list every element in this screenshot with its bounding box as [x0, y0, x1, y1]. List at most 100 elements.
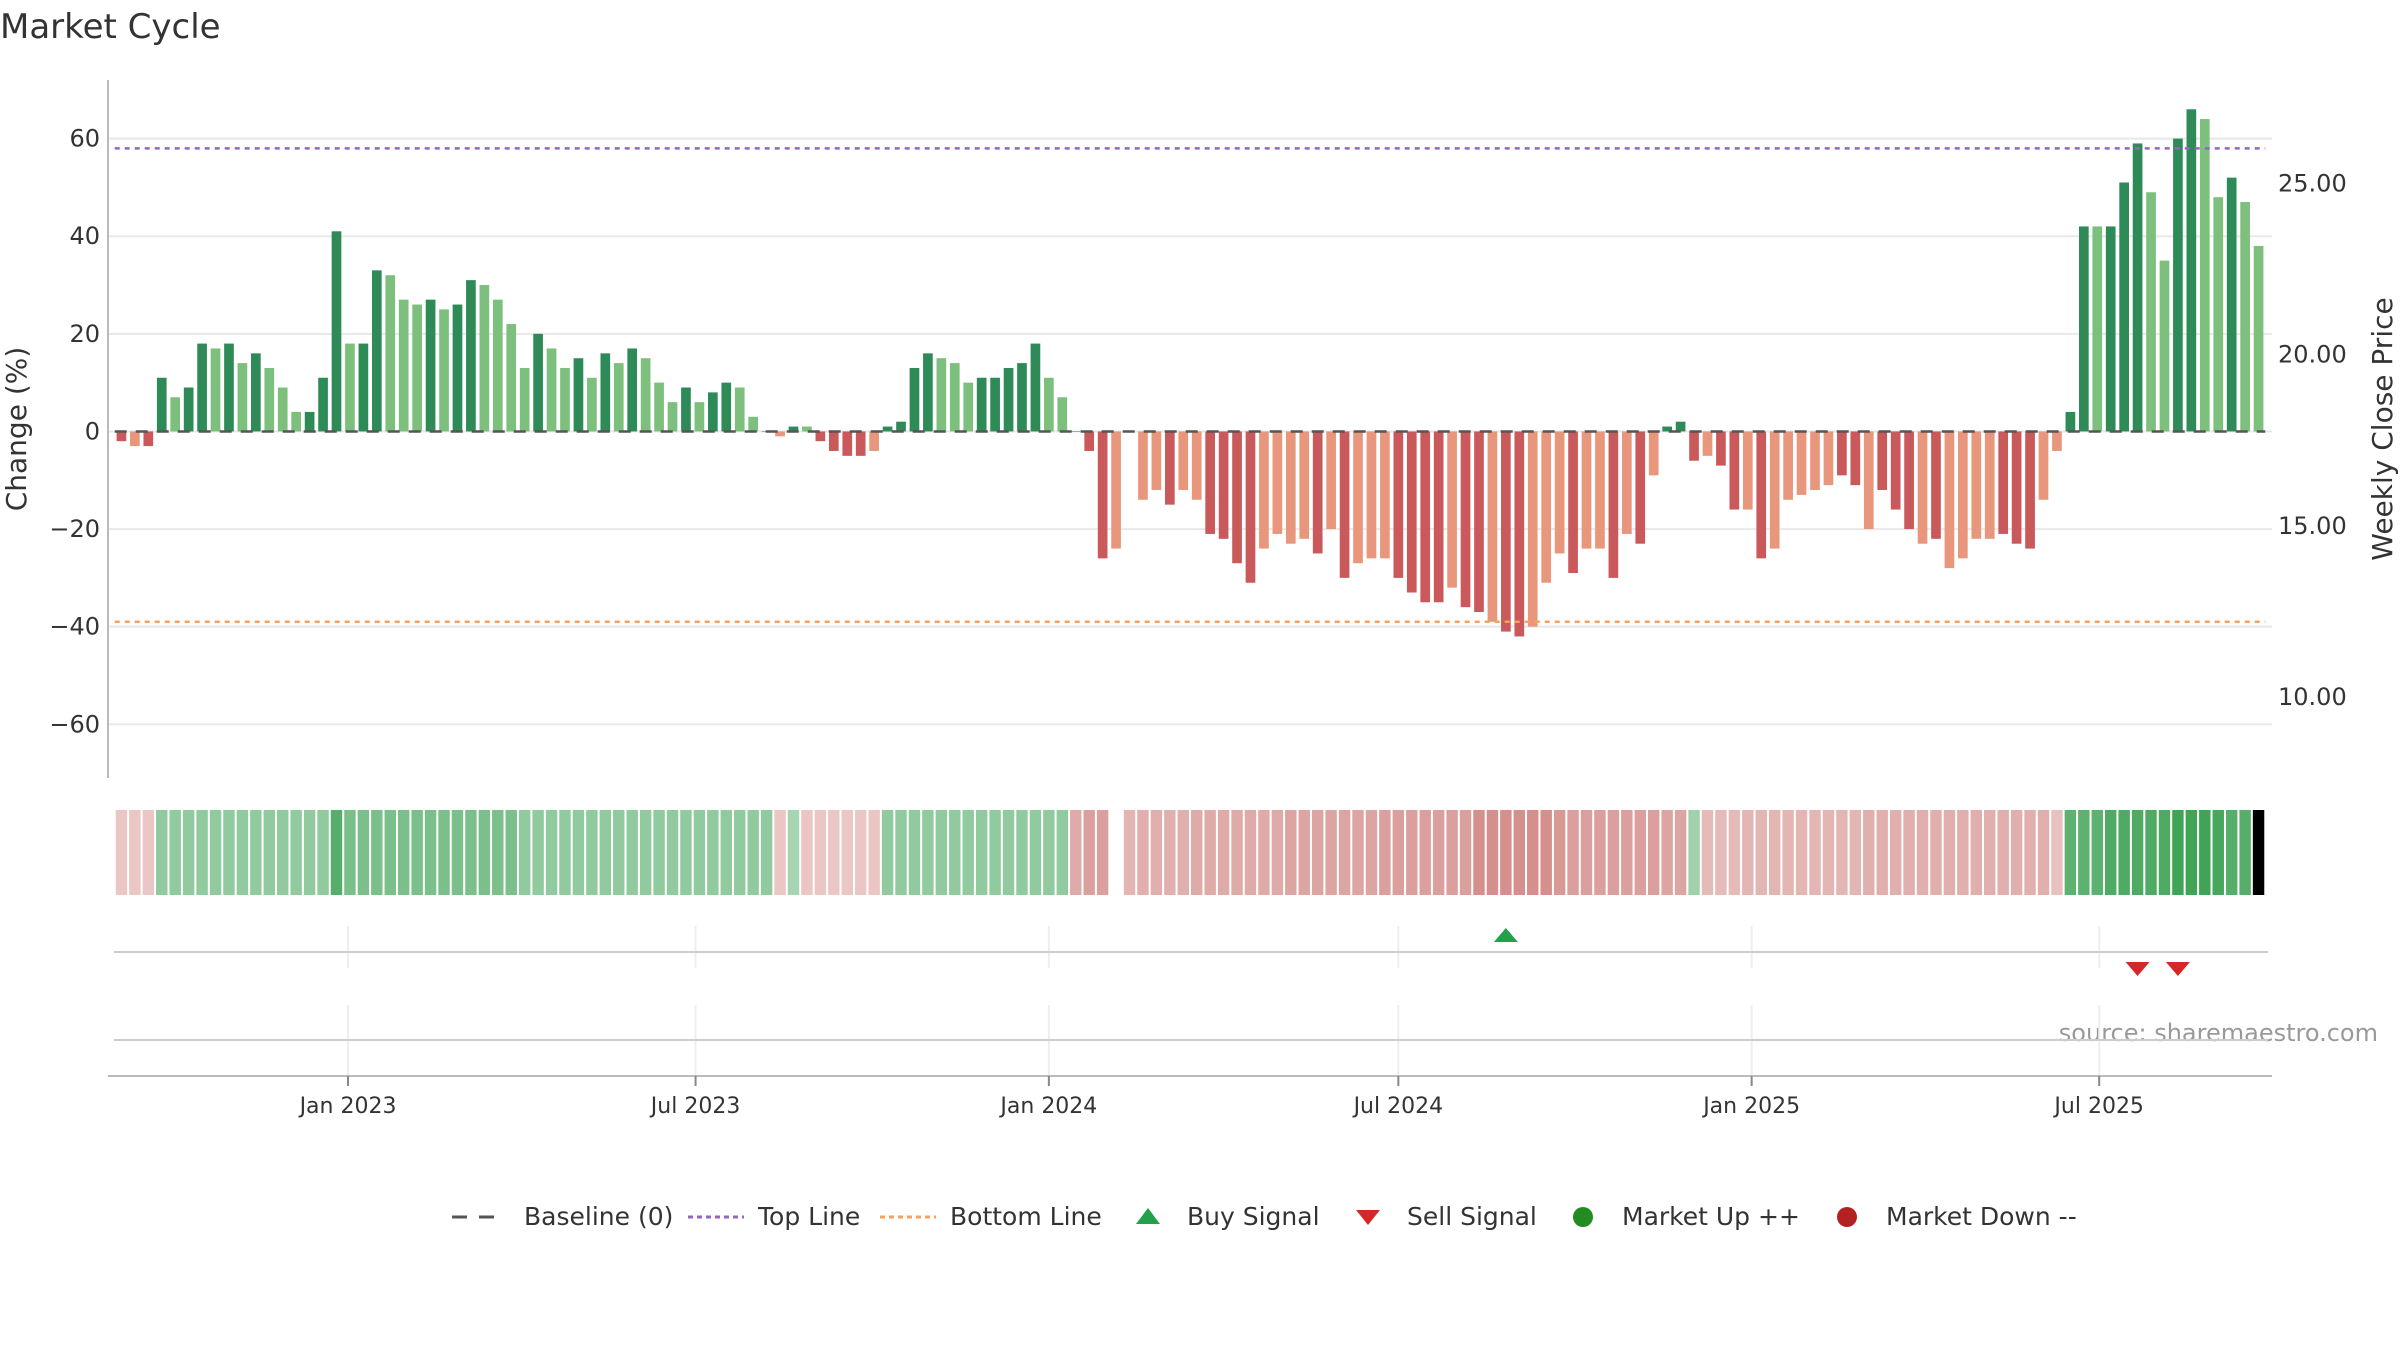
triangle-up-icon [1136, 1208, 1160, 1224]
heat-cell [1594, 810, 1606, 895]
bar [1810, 431, 1820, 491]
heat-cell [1244, 810, 1257, 895]
bar [573, 358, 584, 432]
heat-cell [1352, 810, 1364, 895]
heat-cell [734, 810, 746, 895]
bar [1823, 431, 1834, 486]
heat-cell [1285, 810, 1297, 895]
heat-cell [1674, 810, 1687, 895]
heat-cell [1325, 810, 1337, 895]
heat-cell [290, 810, 302, 895]
bar [466, 280, 476, 432]
heat-cell [2118, 810, 2130, 895]
bar [277, 387, 288, 432]
bar [1568, 431, 1578, 573]
heat-cell [559, 810, 571, 895]
bar [1151, 431, 1162, 491]
bar [1433, 431, 1444, 603]
heat-cell [1446, 810, 1458, 895]
legend-label: Top Line [757, 1202, 860, 1231]
heat-cell [1500, 810, 1512, 895]
bar [1514, 431, 1525, 637]
heat-cell [236, 810, 249, 895]
bar [2078, 226, 2089, 432]
bar [1944, 431, 1955, 569]
sell-signal-marker [2165, 962, 2190, 976]
heat-cell [1459, 810, 1472, 895]
y-tick-label: 60 [69, 125, 100, 153]
bar [1742, 431, 1753, 510]
bar [1769, 431, 1780, 549]
heat-cell [801, 810, 813, 895]
x-tick-label: Jan 2023 [298, 1094, 397, 1119]
heat-cell [1863, 810, 1875, 895]
source-note: source: sharemaestro.com [2059, 1019, 2378, 1047]
bar [1474, 431, 1484, 613]
heat-cell [1930, 810, 1942, 895]
bar [869, 431, 879, 451]
heat-cell [787, 810, 800, 895]
heat-cell [1298, 810, 1310, 895]
heat-cell [1419, 810, 1431, 895]
bar [1487, 431, 1498, 622]
bar [1837, 431, 1847, 476]
heat-cell [2239, 810, 2251, 895]
heat-cell [1392, 810, 1405, 895]
y-tick-label: −40 [49, 613, 100, 641]
bar [667, 402, 678, 432]
heat-cell [599, 810, 612, 895]
bar [1366, 431, 1377, 559]
heat-cell [1795, 810, 1808, 895]
bar [1406, 431, 1417, 593]
bar [1205, 431, 1215, 534]
bar [452, 304, 463, 432]
bar [1756, 431, 1767, 559]
bar [1191, 431, 1202, 500]
bar [1044, 377, 1054, 432]
legend-label: Bottom Line [950, 1202, 1102, 1231]
circle-icon [1837, 1207, 1857, 1227]
bar [2146, 192, 2156, 432]
heat-cell [115, 810, 128, 895]
heat-cell [1029, 810, 1042, 895]
bar [1904, 431, 1914, 530]
bar [1648, 431, 1659, 476]
heat-cell [1096, 810, 1109, 895]
heat-cell [680, 810, 692, 895]
bar [828, 431, 839, 451]
bar [734, 387, 745, 432]
bar [1541, 431, 1552, 583]
buy-signal-marker [1493, 928, 1518, 942]
bar [2213, 197, 2224, 432]
bar [2105, 226, 2116, 432]
heat-cell [424, 810, 437, 895]
bar [1353, 431, 1363, 564]
bar [291, 411, 302, 432]
bar [2038, 431, 2049, 500]
heat-cell [2145, 810, 2157, 895]
y-tick-label: 40 [69, 222, 100, 250]
bar [748, 416, 759, 432]
bar [197, 343, 207, 432]
bar [1890, 431, 1901, 510]
bar [1017, 363, 1027, 432]
y-tick-label: −60 [49, 710, 100, 738]
bar [613, 363, 624, 432]
heat-cell [478, 810, 491, 895]
legend-label: Sell Signal [1407, 1202, 1537, 1231]
heat-cell [1406, 810, 1418, 895]
bar [1917, 431, 1928, 544]
bar [2186, 109, 2197, 432]
bar [1232, 431, 1242, 564]
bar [1138, 431, 1148, 500]
bar [533, 333, 543, 432]
x-tick-label: Jul 2025 [2052, 1094, 2144, 1119]
bar [708, 392, 718, 432]
bar [1971, 431, 1982, 539]
heat-cell [1728, 810, 1741, 895]
heat-cell [465, 810, 477, 895]
heat-cell [2078, 810, 2090, 895]
bar [882, 426, 893, 432]
heat-cell [1809, 810, 1821, 895]
bar [398, 299, 409, 432]
